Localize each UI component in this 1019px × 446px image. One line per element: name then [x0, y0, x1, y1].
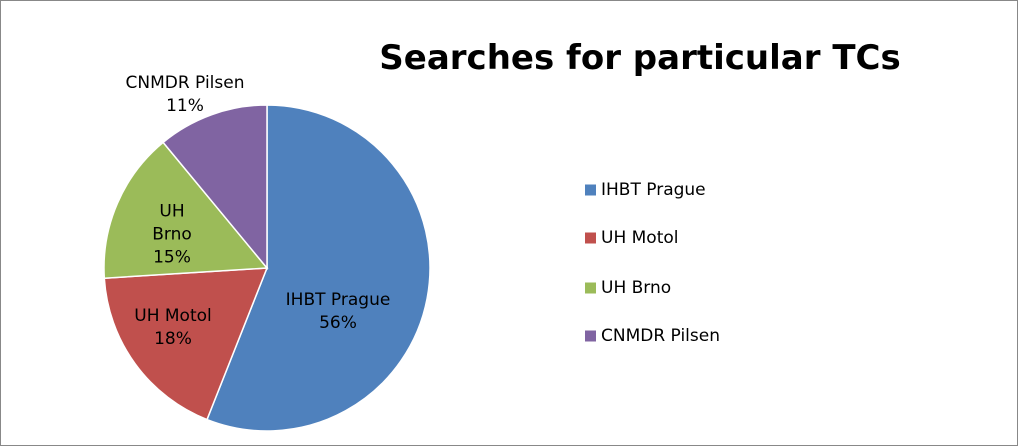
pie-slice: [103, 141, 269, 280]
label-value: 18%: [154, 329, 192, 349]
data-label: UH Brno 15%: [147, 201, 197, 270]
legend-swatch: [585, 282, 596, 294]
legend-swatch: [585, 330, 596, 342]
label-name: IHBT Prague: [285, 290, 391, 310]
data-label: UH Motol 18%: [118, 305, 228, 351]
chart-title: Searches for particular TCs: [379, 38, 901, 78]
label-value: 11%: [166, 96, 204, 116]
data-label: IHBT Prague 56%: [273, 289, 403, 335]
data-label: CNMDR Pilsen 11%: [110, 72, 260, 118]
label-name: UH Brno: [152, 201, 192, 245]
legend-label: UH Brno: [601, 278, 672, 298]
legend-swatch: [585, 184, 596, 196]
label-value: 56%: [319, 313, 357, 333]
pie-slice: [103, 267, 269, 421]
label-name: UH Motol: [134, 306, 212, 326]
label-value: 15%: [153, 247, 191, 268]
legend-swatch: [585, 232, 596, 244]
label-name: CNMDR Pilsen: [125, 73, 245, 93]
pie-slice: [162, 104, 268, 271]
legend-label: IHBT Prague: [601, 180, 706, 200]
pie-slice: [206, 104, 431, 432]
legend-label: UH Motol: [601, 228, 679, 248]
legend-label: CNMDR Pilsen: [601, 326, 720, 346]
